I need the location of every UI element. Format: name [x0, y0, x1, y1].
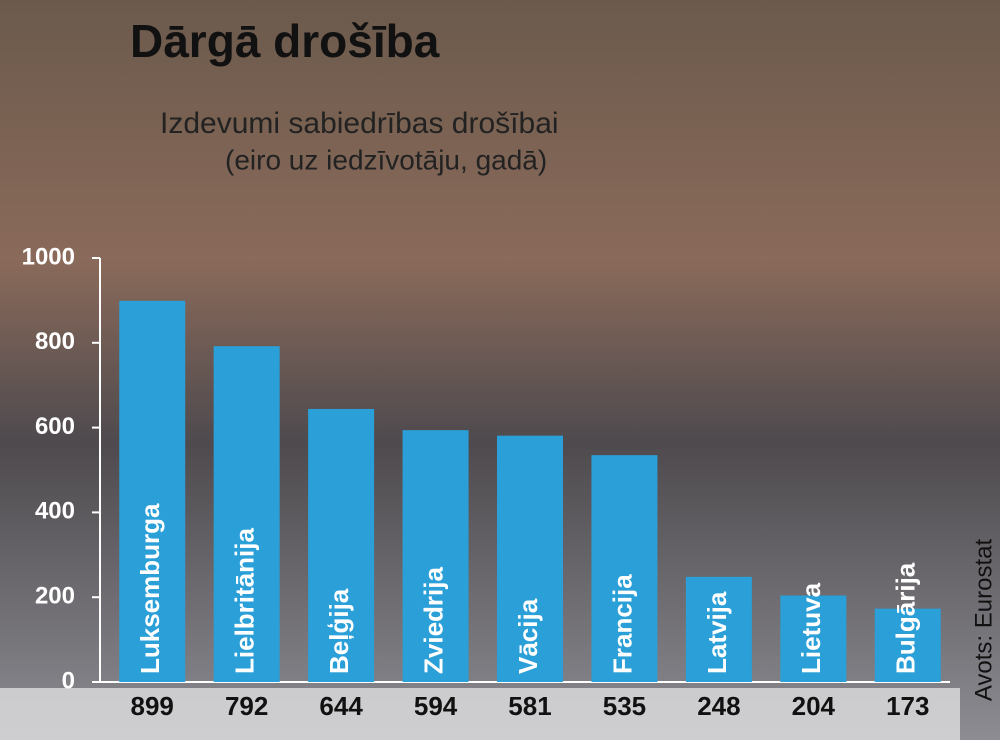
value-label: 535	[603, 691, 646, 721]
value-label: 248	[697, 691, 740, 721]
bar	[685, 576, 752, 682]
bar-category-label: Bulgārija	[891, 562, 921, 674]
chart-title: Dārgā drošība	[130, 15, 440, 67]
bar-category-label: Zviedrija	[418, 567, 448, 674]
value-label: 899	[131, 691, 174, 721]
value-strip	[0, 688, 960, 740]
bar	[402, 430, 469, 682]
chart-subtitle: Izdevumi sabiedrības drošībai	[160, 107, 559, 140]
y-tick-label: 600	[35, 413, 75, 440]
bar-category-label: Luksemburga	[135, 503, 165, 674]
bar-category-label: Vācija	[513, 598, 543, 674]
y-tick-label: 0	[62, 667, 75, 694]
bar-category-label: Beļģija	[324, 588, 354, 674]
bar-category-label: Francija	[607, 574, 637, 674]
bar	[874, 608, 941, 682]
y-tick-label: 200	[35, 583, 75, 610]
bar-category-label: Latvija	[702, 591, 732, 674]
value-label: 792	[225, 691, 268, 721]
chart-subtitle: (eiro uz iedzīvotāju, gadā)	[225, 144, 547, 175]
bar-category-label: Lielbritānija	[230, 528, 260, 674]
y-tick-label: 400	[35, 498, 75, 525]
bar	[591, 455, 658, 682]
value-label: 173	[886, 691, 929, 721]
bar	[780, 595, 847, 682]
y-tick-label: 1000	[22, 243, 75, 270]
value-label: 594	[414, 691, 458, 721]
value-label: 204	[792, 691, 836, 721]
y-tick-label: 800	[35, 328, 75, 355]
bar-category-label: Lietuva	[796, 582, 826, 674]
bar	[497, 435, 563, 682]
bar	[308, 408, 375, 682]
source: Avots: Eurostat	[970, 539, 997, 702]
bar	[213, 346, 280, 682]
value-label: 581	[508, 691, 551, 721]
value-label: 644	[319, 691, 363, 721]
bar	[119, 300, 186, 682]
